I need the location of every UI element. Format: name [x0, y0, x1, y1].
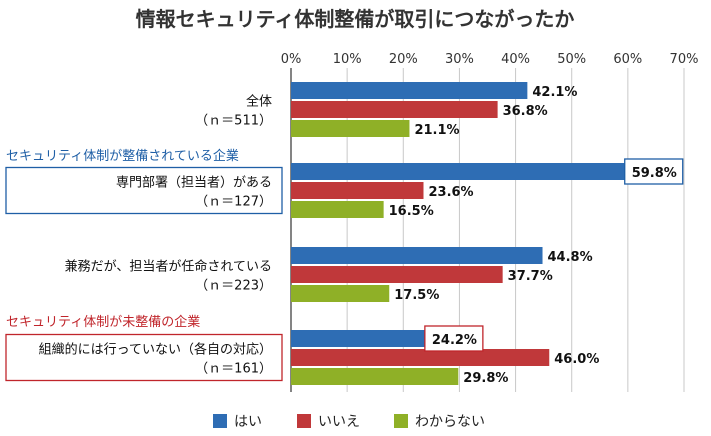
bar	[291, 247, 543, 264]
category-sample-size: （ｎ＝127）	[195, 195, 272, 210]
bar	[291, 266, 503, 283]
bar	[291, 285, 390, 302]
value-label: 24.2%	[432, 333, 477, 348]
value-label: 36.8%	[503, 104, 548, 119]
legend: はい いいえ わからない	[213, 414, 485, 430]
bar	[291, 182, 424, 199]
legend-swatch	[297, 414, 311, 428]
section-label: セキュリティ体制が整備されている企業	[6, 148, 239, 164]
bars	[291, 82, 627, 385]
category-label: 組織的には行っていない（各自の対応）	[39, 342, 272, 358]
x-tick-label: 20%	[389, 52, 418, 67]
category-sample-size: （ｎ＝223）	[195, 279, 272, 294]
value-label: 21.1%	[414, 123, 459, 138]
value-label: 37.7%	[508, 269, 553, 284]
x-tick-label: 40%	[501, 52, 530, 67]
category-label: 全体	[246, 94, 272, 110]
x-tick-label: 0%	[281, 52, 302, 67]
value-label: 29.8%	[463, 371, 508, 386]
value-highlight-box	[624, 158, 684, 185]
legend-label: わからない	[415, 414, 485, 430]
category-box	[5, 166, 283, 215]
x-tick-label: 60%	[613, 52, 642, 67]
bar	[291, 82, 528, 99]
bar	[291, 163, 627, 180]
x-tick-label: 70%	[670, 52, 699, 67]
legend-label: はい	[234, 414, 262, 430]
category-sample-size: （ｎ＝161）	[195, 362, 272, 377]
value-label: 17.5%	[394, 288, 439, 303]
value-label: 16.5%	[389, 204, 434, 219]
x-tick-labels: 0% 10% 20% 30% 40% 50% 60% 70%	[281, 52, 699, 67]
category-label: 専門部署（担当者）がある	[116, 176, 272, 191]
bar	[291, 349, 550, 366]
category-label: 兼務だが、担当者が任命されている	[65, 259, 272, 275]
chart-title: 情報セキュリティ体制整備が取引につながったか	[136, 7, 575, 31]
category-box	[5, 333, 283, 382]
legend-label: いいえ	[318, 414, 360, 430]
category-sample-size: （ｎ＝511）	[195, 114, 272, 129]
value-highlight-box	[424, 325, 484, 352]
x-tick-label: 50%	[557, 52, 586, 67]
bar	[291, 201, 384, 218]
x-tick-label: 30%	[445, 52, 474, 67]
bar	[291, 101, 498, 118]
legend-swatch	[394, 414, 408, 428]
value-label: 44.8%	[548, 250, 593, 265]
x-tick-label: 10%	[333, 52, 362, 67]
section-label: セキュリティ体制が未整備の企業	[6, 314, 200, 330]
value-label: 23.6%	[428, 185, 473, 200]
bar	[291, 120, 410, 137]
value-label: 59.8%	[632, 166, 677, 181]
category-labels: 全体 （ｎ＝511） 専門部署（担当者）がある （ｎ＝127） 兼務だが、担当者が任命さ…	[5, 94, 283, 382]
value-label: 46.0%	[554, 352, 599, 367]
value-label: 42.1%	[532, 85, 577, 100]
bar	[291, 368, 459, 385]
value-labels: 42.1% 59.8% 44.8% 24.2% 36.8% 23.6% 37.7% 46.0%…	[389, 85, 684, 386]
bar	[291, 330, 427, 347]
legend-swatch	[213, 414, 227, 428]
